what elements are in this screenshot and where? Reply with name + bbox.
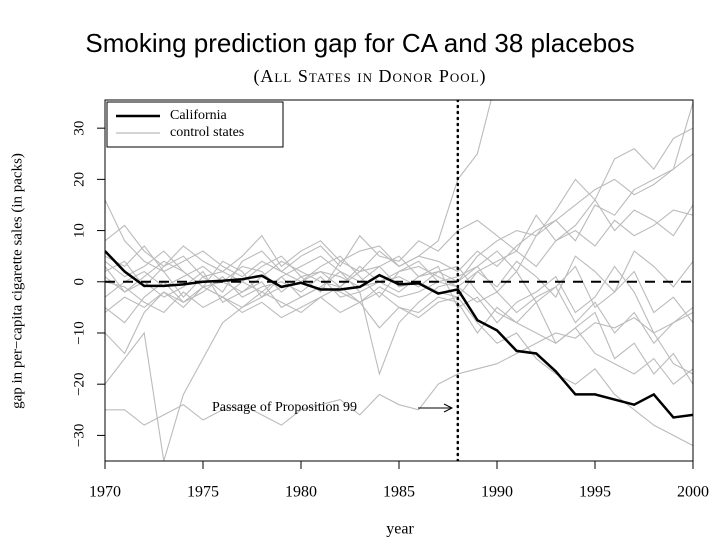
y-tick-label: 0 <box>71 278 87 286</box>
x-tick-label: 1980 <box>285 484 317 501</box>
y-tick-label: 10 <box>71 223 87 238</box>
control-line <box>105 260 693 447</box>
series-line <box>105 250 693 419</box>
annotation: Passage of Proposition 99 <box>212 400 357 415</box>
lines <box>105 100 693 461</box>
legend-label: control states <box>170 125 244 140</box>
plot-frame <box>104 99 694 462</box>
x-axis-label: year <box>386 521 414 538</box>
slide-title: Smoking prediction gap for CA and 38 pla… <box>85 28 634 58</box>
x-tick-label: 1985 <box>383 484 415 501</box>
chart-subtitle: (All States in Donor Pool) <box>253 66 486 87</box>
control-line <box>105 102 693 273</box>
control-line <box>105 250 693 324</box>
plot-area <box>105 100 693 461</box>
y-axis-label: gap in per−capita cigarette sales (in pa… <box>9 153 25 409</box>
control-line <box>105 250 693 375</box>
legend: California control states <box>106 101 284 148</box>
y-tick-label: 30 <box>71 121 87 136</box>
x-tick-label: 1990 <box>481 484 513 501</box>
x-tick-label: 1970 <box>89 484 121 501</box>
y-tick-label: −20 <box>71 372 87 395</box>
x-tick-label: 1995 <box>579 484 611 501</box>
arrow-head <box>443 403 454 413</box>
y-tick-label: −10 <box>71 321 87 344</box>
control-line <box>105 127 693 376</box>
control-line <box>105 270 693 345</box>
control-line <box>105 265 693 385</box>
y-tick-label: −30 <box>71 424 87 447</box>
control-line <box>105 312 693 426</box>
x-tick-label: 1975 <box>187 484 219 501</box>
x-tick-label: 2000 <box>677 484 709 501</box>
control-line <box>105 198 693 278</box>
legend-box <box>106 101 284 148</box>
legend-label: California <box>170 108 228 123</box>
y-tick-label: 20 <box>71 172 87 187</box>
